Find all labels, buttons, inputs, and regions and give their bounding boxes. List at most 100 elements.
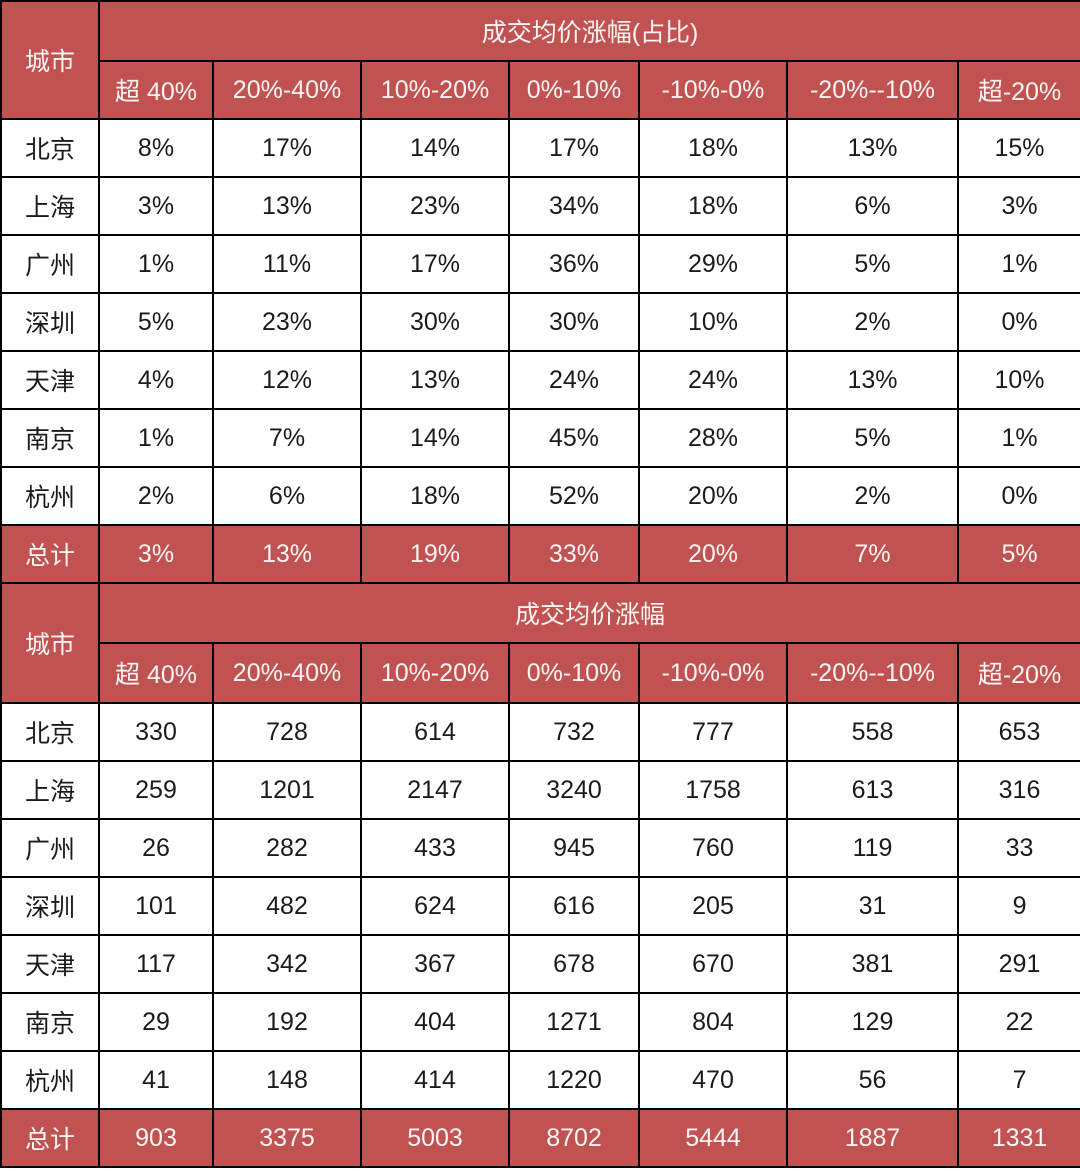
value-cell: 17% bbox=[508, 118, 640, 178]
value-cell: 3% bbox=[98, 524, 214, 584]
value-cell: 804 bbox=[638, 992, 788, 1052]
value-cell: 282 bbox=[212, 818, 362, 878]
value-cell: 2% bbox=[98, 466, 214, 526]
table-row: 上海 259 1201 2147 3240 1758 613 316 bbox=[0, 760, 1080, 820]
value-cell: 1% bbox=[956, 408, 1080, 468]
value-cell: 192 bbox=[212, 992, 362, 1052]
city-cell: 杭州 bbox=[0, 466, 100, 526]
value-cell: 1758 bbox=[638, 760, 788, 820]
value-cell: 732 bbox=[508, 702, 640, 762]
value-cell: 760 bbox=[638, 818, 788, 878]
value-cell: 433 bbox=[360, 818, 510, 878]
city-cell: 北京 bbox=[0, 118, 100, 178]
value-cell: 614 bbox=[360, 702, 510, 762]
section-1-title: 成交均价涨幅(占比) bbox=[97, 0, 1080, 62]
value-cell: 728 bbox=[212, 702, 362, 762]
value-cell: 11% bbox=[212, 234, 362, 294]
value-cell: 7% bbox=[786, 524, 959, 584]
column-header: 10%-20% bbox=[360, 60, 510, 120]
value-cell: 18% bbox=[638, 118, 788, 178]
value-cell: 34% bbox=[508, 176, 640, 236]
value-cell: 7% bbox=[212, 408, 362, 468]
column-header: 0%-10% bbox=[508, 642, 640, 704]
value-cell: 8% bbox=[98, 118, 214, 178]
value-cell: 0% bbox=[956, 292, 1080, 352]
value-cell: 23% bbox=[212, 292, 362, 352]
column-header: 20%-40% bbox=[212, 642, 362, 704]
value-cell: 56 bbox=[786, 1050, 959, 1110]
value-cell: 1331 bbox=[956, 1108, 1080, 1168]
section-2-body: 北京 330 728 614 732 777 558 653 上海 259 1201 2147 3240… bbox=[0, 702, 1080, 1168]
value-cell: 26 bbox=[98, 818, 214, 878]
value-cell: 13% bbox=[786, 350, 959, 410]
value-cell: 3375 bbox=[212, 1108, 362, 1168]
value-cell: 1% bbox=[956, 234, 1080, 294]
table-row: 天津 4% 12% 13% 24% 24% 13% 10% bbox=[0, 350, 1080, 410]
column-header: 超 40% bbox=[98, 642, 214, 704]
value-cell: 470 bbox=[638, 1050, 788, 1110]
value-cell: 558 bbox=[786, 702, 959, 762]
value-cell: 5% bbox=[786, 408, 959, 468]
value-cell: 1271 bbox=[508, 992, 640, 1052]
table-row: 杭州 2% 6% 18% 52% 20% 2% 0% bbox=[0, 466, 1080, 526]
value-cell: 22 bbox=[956, 992, 1080, 1052]
value-cell: 17% bbox=[360, 234, 510, 294]
value-cell: 3% bbox=[98, 176, 214, 236]
city-cell: 广州 bbox=[0, 818, 100, 878]
section-2-header: 城市 成交均价涨幅 超 40% 20%-40% 10%-20% 0%-10% -… bbox=[0, 582, 1080, 704]
column-header: -10%-0% bbox=[638, 60, 788, 120]
value-cell: 616 bbox=[508, 876, 640, 936]
value-cell: 36% bbox=[508, 234, 640, 294]
value-cell: 119 bbox=[786, 818, 959, 878]
value-cell: 414 bbox=[360, 1050, 510, 1110]
table-row: 深圳 101 482 624 616 205 31 9 bbox=[0, 876, 1080, 936]
value-cell: 404 bbox=[360, 992, 510, 1052]
city-cell: 上海 bbox=[0, 176, 100, 236]
value-cell: 14% bbox=[360, 408, 510, 468]
value-cell: 101 bbox=[98, 876, 214, 936]
table-row: 北京 8% 17% 14% 17% 18% 13% 15% bbox=[0, 118, 1080, 178]
table-row: 北京 330 728 614 732 777 558 653 bbox=[0, 702, 1080, 762]
value-cell: 291 bbox=[956, 934, 1080, 994]
city-cell: 天津 bbox=[0, 934, 100, 994]
value-cell: 0% bbox=[956, 466, 1080, 526]
value-cell: 33% bbox=[508, 524, 640, 584]
value-cell: 6% bbox=[786, 176, 959, 236]
value-cell: 148 bbox=[212, 1050, 362, 1110]
value-cell: 45% bbox=[508, 408, 640, 468]
value-cell: 30% bbox=[508, 292, 640, 352]
value-cell: 19% bbox=[360, 524, 510, 584]
column-header: -10%-0% bbox=[638, 642, 788, 704]
total-row: 总计 903 3375 5003 8702 5444 1887 1331 bbox=[0, 1108, 1080, 1168]
value-cell: 9 bbox=[956, 876, 1080, 936]
value-cell: 31 bbox=[786, 876, 959, 936]
city-cell: 上海 bbox=[0, 760, 100, 820]
value-cell: 342 bbox=[212, 934, 362, 994]
city-cell: 北京 bbox=[0, 702, 100, 762]
value-cell: 10% bbox=[956, 350, 1080, 410]
value-cell: 12% bbox=[212, 350, 362, 410]
section-1-header: 城市 成交均价涨幅(占比) 超 40% 20%-40% 10%-20% 0%-1… bbox=[0, 0, 1080, 120]
section-2-title: 成交均价涨幅 bbox=[97, 582, 1080, 644]
value-cell: 13% bbox=[786, 118, 959, 178]
value-cell: 117 bbox=[98, 934, 214, 994]
value-cell: 14% bbox=[360, 118, 510, 178]
value-cell: 777 bbox=[638, 702, 788, 762]
value-cell: 653 bbox=[956, 702, 1080, 762]
value-cell: 1201 bbox=[212, 760, 362, 820]
table-row: 杭州 41 148 414 1220 470 56 7 bbox=[0, 1050, 1080, 1110]
column-header: 10%-20% bbox=[360, 642, 510, 704]
value-cell: 10% bbox=[638, 292, 788, 352]
value-cell: 2% bbox=[786, 292, 959, 352]
value-cell: 670 bbox=[638, 934, 788, 994]
city-column-header: 城市 bbox=[0, 582, 100, 704]
value-cell: 52% bbox=[508, 466, 640, 526]
value-cell: 28% bbox=[638, 408, 788, 468]
city-cell: 深圳 bbox=[0, 876, 100, 936]
value-cell: 33 bbox=[956, 818, 1080, 878]
city-cell: 南京 bbox=[0, 992, 100, 1052]
value-cell: 6% bbox=[212, 466, 362, 526]
value-cell: 5444 bbox=[638, 1108, 788, 1168]
value-cell: 381 bbox=[786, 934, 959, 994]
value-cell: 903 bbox=[98, 1108, 214, 1168]
